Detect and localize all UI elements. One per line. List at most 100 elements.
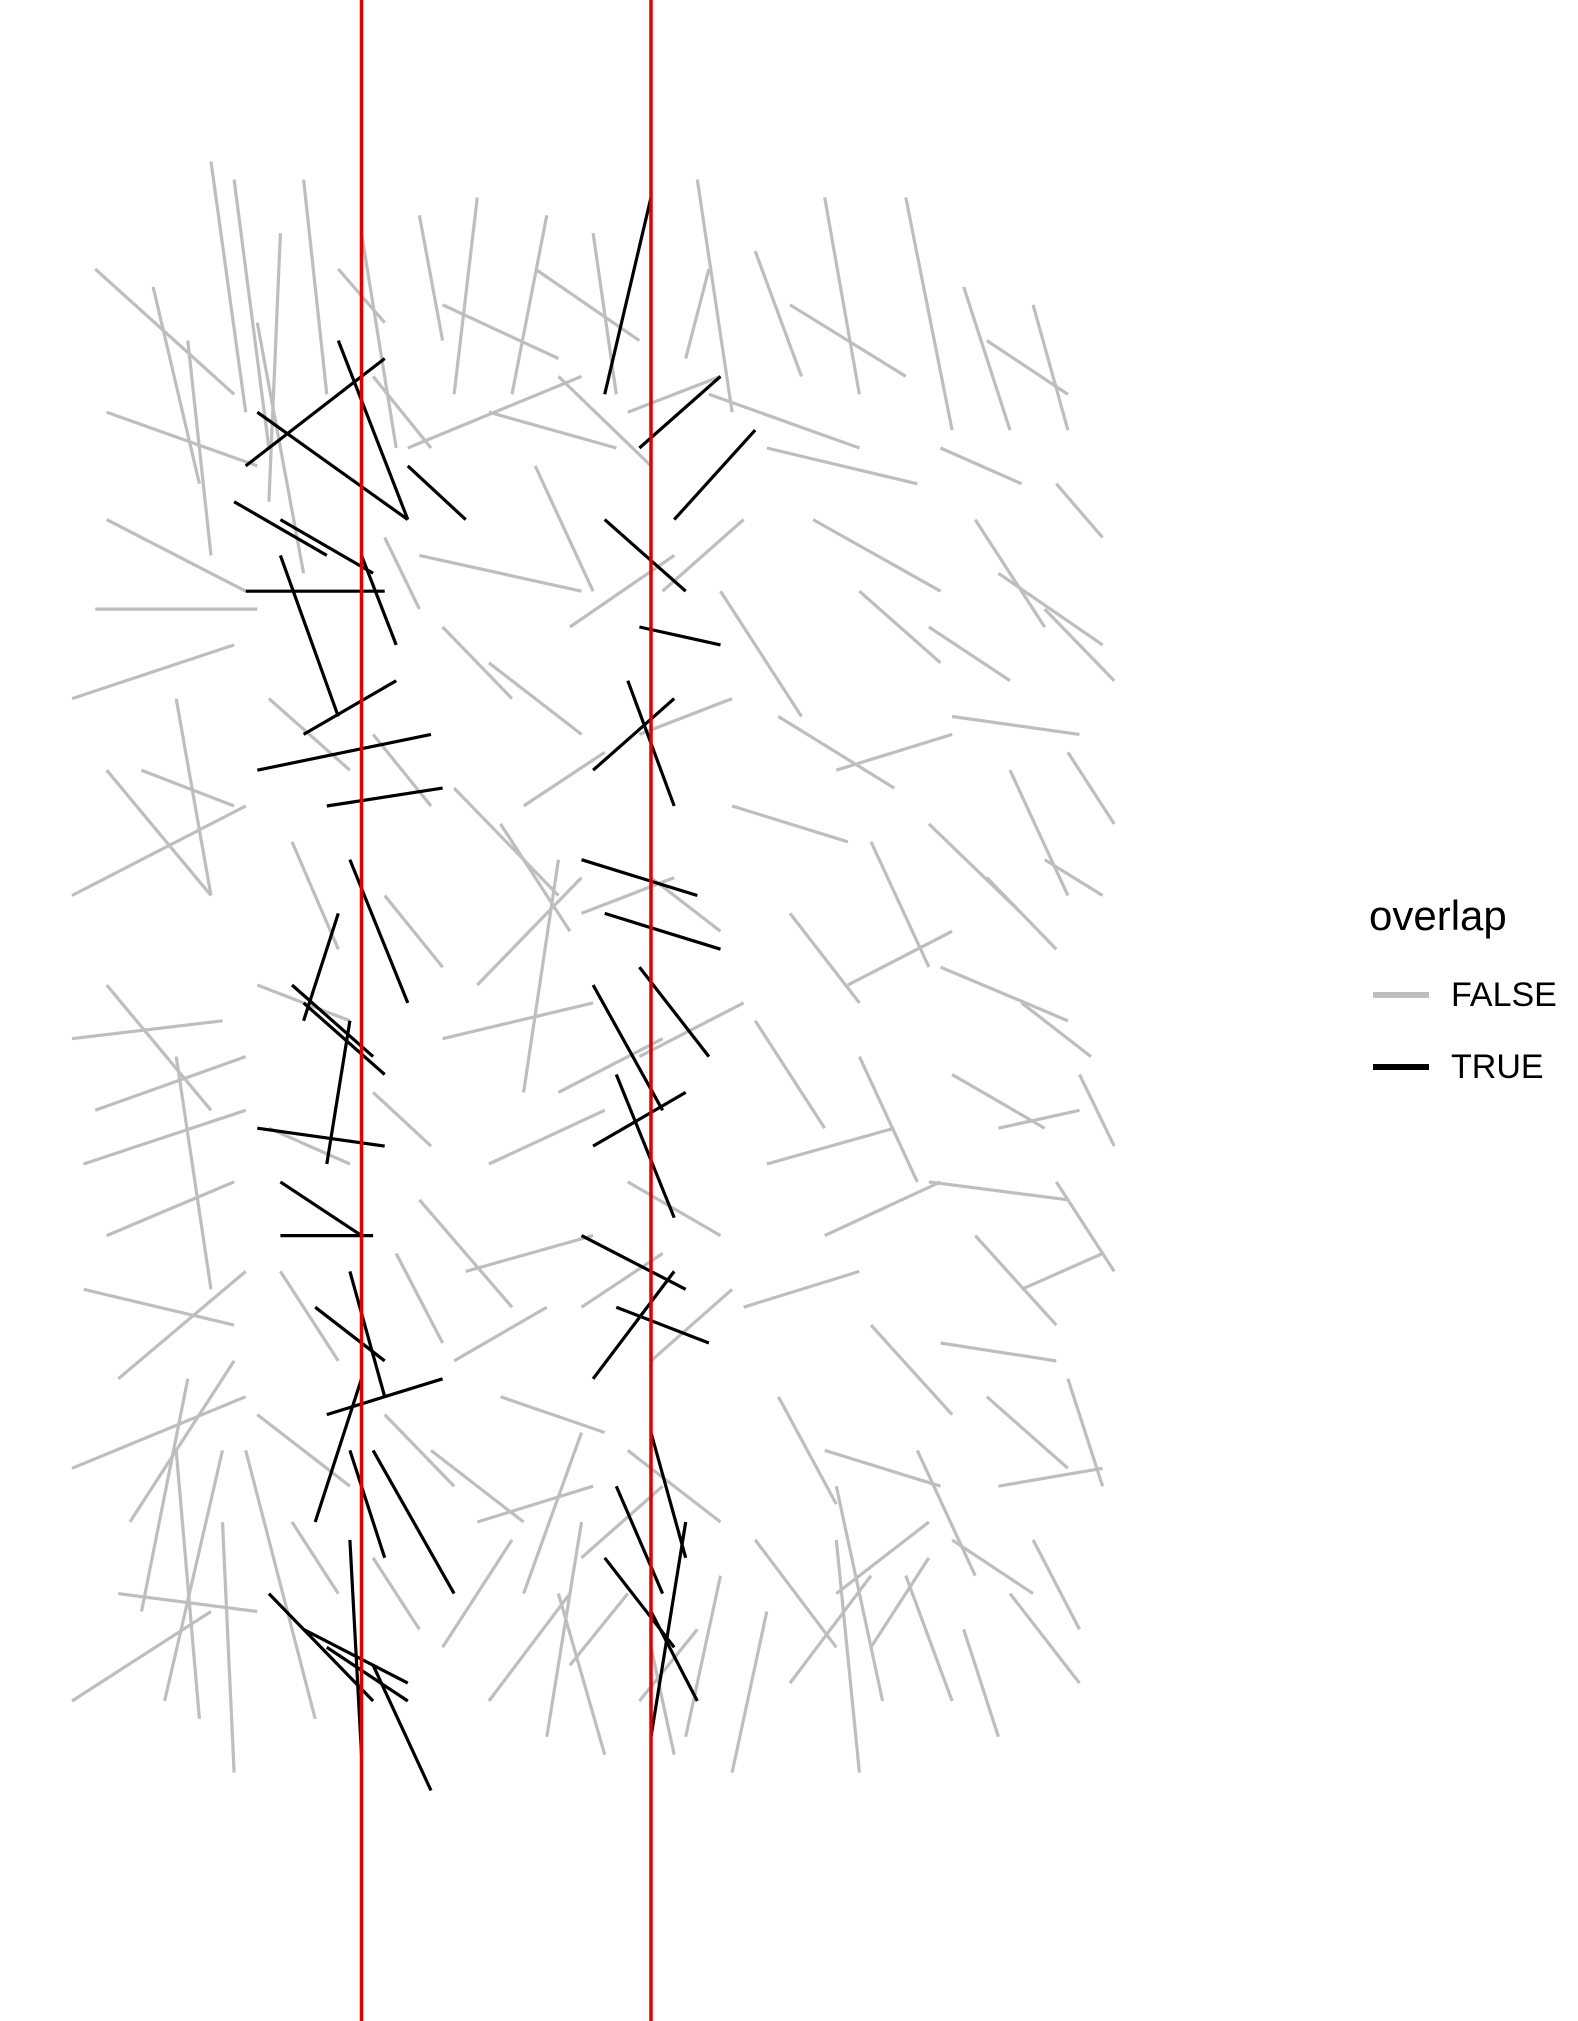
segment-false-31: [267, 233, 282, 502]
segment-true-7: [302, 679, 398, 736]
segment-false-28: [174, 1056, 213, 1290]
segment-false-62: [545, 1521, 584, 1738]
segment-false-121: [1008, 769, 1070, 897]
segment-false-35: [417, 215, 445, 341]
segment-false-112: [626, 1449, 722, 1524]
segment-false-83: [731, 804, 849, 844]
segment-false-124: [939, 965, 1069, 1023]
segment-false-79: [719, 590, 803, 718]
segment-false-42: [533, 465, 595, 592]
segment-false-3: [106, 410, 258, 468]
segment-false-145: [1078, 1073, 1116, 1147]
segment-false-53: [418, 1198, 514, 1309]
segment-false-128: [928, 1180, 1069, 1202]
segment-true-27: [302, 1627, 409, 1685]
segment-false-116: [939, 446, 1023, 486]
segment-false-153: [279, 1270, 340, 1362]
segment-false-47: [452, 786, 560, 897]
segment-false-144: [1043, 858, 1104, 897]
series-true: [233, 197, 757, 1792]
legend-key-true: [1373, 1064, 1429, 1070]
legend-label-true: TRUE: [1451, 1047, 1544, 1086]
segment-false-74: [823, 197, 861, 395]
legend: overlap FALSE TRUE: [1365, 895, 1565, 1103]
segment-false-137: [962, 1628, 1000, 1738]
segment-false-155: [290, 1521, 340, 1595]
segment-false-41: [488, 410, 617, 450]
segment-true-8: [326, 786, 443, 808]
segment-false-117: [973, 518, 1047, 628]
segment-false-119: [928, 625, 1011, 683]
segment-false-158: [372, 1091, 433, 1148]
segment-true-50: [638, 375, 722, 450]
segment-false-147: [1066, 1378, 1105, 1487]
segment-true-46: [614, 1485, 665, 1595]
segment-false-101: [730, 1611, 769, 1773]
segment-false-64: [534, 267, 641, 342]
segment-false-72: [695, 179, 734, 413]
segment-true-24: [325, 1645, 409, 1703]
segment-false-99: [834, 1539, 861, 1773]
segment-false-142: [1043, 607, 1116, 682]
segment-false-69: [580, 1252, 664, 1309]
segment-false-50: [442, 1001, 594, 1041]
segment-true-11: [348, 859, 410, 1004]
segment-true-2: [233, 500, 328, 557]
segment-false-26: [244, 1449, 317, 1720]
segment-true-28: [336, 340, 410, 521]
segment-false-6: [105, 518, 247, 593]
segment-true-33: [639, 625, 721, 647]
segment-false-68: [557, 1037, 664, 1094]
segment-false-80: [858, 590, 942, 664]
segment-false-54: [465, 1234, 594, 1273]
segment-false-57: [430, 1449, 525, 1524]
segment-false-150: [290, 841, 340, 950]
segment-false-37: [510, 214, 549, 395]
segment-true-10: [290, 983, 375, 1058]
segment-true-31: [603, 197, 653, 395]
segment-true-44: [591, 1270, 676, 1380]
segment-true-14: [302, 1001, 386, 1076]
segment-false-17: [117, 1270, 247, 1381]
segment-false-149: [267, 697, 351, 772]
segment-false-163: [383, 536, 421, 610]
segment-false-20: [139, 1378, 190, 1612]
segment-false-15: [106, 1180, 235, 1238]
segment-false-109: [638, 1001, 745, 1059]
segment-true-15: [325, 1020, 352, 1165]
segment-false-71: [568, 1592, 630, 1667]
segment-false-70: [580, 1485, 664, 1559]
segment-false-97: [788, 1574, 873, 1685]
segment-false-73: [753, 250, 804, 377]
segment-false-102: [638, 1628, 699, 1703]
segment-false-143: [1066, 751, 1116, 825]
series-false: [71, 161, 1116, 1773]
segment-false-81: [777, 715, 896, 790]
segment-true-6: [256, 732, 432, 772]
segment-true-40: [592, 1091, 687, 1148]
segment-false-19: [128, 1360, 236, 1523]
segment-false-130: [1020, 1252, 1104, 1291]
segment-false-154: [256, 1413, 351, 1488]
segment-false-48: [499, 823, 572, 933]
reference-lines: [359, 0, 653, 2021]
segment-true-20: [313, 1378, 364, 1523]
segment-false-25: [220, 1521, 236, 1773]
segment-true-26: [371, 1664, 433, 1792]
segment-true-29: [360, 554, 398, 646]
segment-true-32: [603, 518, 687, 593]
segment-true-13: [279, 1180, 363, 1237]
segment-true-5: [278, 554, 340, 718]
segment-false-39: [441, 303, 560, 360]
segment-false-78: [812, 518, 942, 593]
segment-false-103: [649, 1646, 676, 1756]
segment-true-25: [348, 1539, 364, 1755]
segment-true-42: [580, 1234, 687, 1291]
segment-false-43: [419, 553, 582, 593]
segment-false-13: [94, 1055, 247, 1112]
segment-false-136: [1008, 1592, 1081, 1685]
segment-false-159: [394, 1252, 445, 1344]
segment-false-126: [951, 1073, 1046, 1130]
segment-false-77: [766, 446, 918, 486]
